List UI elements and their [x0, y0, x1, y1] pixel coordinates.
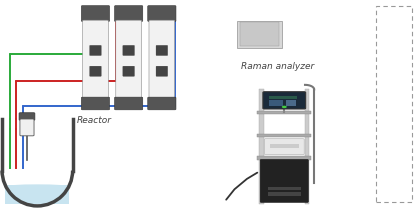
FancyBboxPatch shape — [240, 22, 279, 46]
Bar — [269, 100, 283, 106]
FancyBboxPatch shape — [20, 119, 34, 136]
Bar — [268, 192, 301, 196]
Circle shape — [282, 106, 287, 108]
FancyBboxPatch shape — [90, 66, 101, 76]
Bar — [305, 89, 309, 204]
Bar — [259, 89, 264, 204]
FancyBboxPatch shape — [260, 160, 308, 202]
FancyBboxPatch shape — [115, 97, 143, 110]
FancyBboxPatch shape — [123, 66, 134, 76]
FancyBboxPatch shape — [264, 139, 304, 155]
Bar — [5, 185, 69, 204]
Bar — [270, 144, 299, 148]
FancyBboxPatch shape — [237, 21, 282, 48]
Bar — [376, 6, 412, 202]
FancyBboxPatch shape — [81, 97, 110, 110]
Bar — [269, 96, 297, 99]
Ellipse shape — [5, 184, 69, 189]
FancyBboxPatch shape — [81, 6, 110, 21]
FancyBboxPatch shape — [19, 113, 35, 120]
FancyBboxPatch shape — [156, 66, 168, 76]
Bar — [257, 134, 311, 137]
FancyBboxPatch shape — [115, 6, 143, 21]
Bar — [257, 156, 311, 160]
FancyBboxPatch shape — [123, 45, 134, 56]
Text: Raman analyzer: Raman analyzer — [241, 62, 314, 71]
FancyBboxPatch shape — [83, 20, 108, 98]
Bar — [268, 187, 301, 190]
Text: Reactor: Reactor — [77, 116, 112, 125]
FancyBboxPatch shape — [156, 45, 168, 56]
FancyBboxPatch shape — [149, 20, 175, 98]
FancyBboxPatch shape — [116, 20, 142, 98]
Bar — [286, 100, 296, 106]
Bar — [257, 111, 311, 114]
FancyBboxPatch shape — [148, 6, 176, 21]
FancyBboxPatch shape — [90, 45, 101, 56]
FancyBboxPatch shape — [148, 97, 176, 110]
FancyBboxPatch shape — [263, 92, 305, 109]
